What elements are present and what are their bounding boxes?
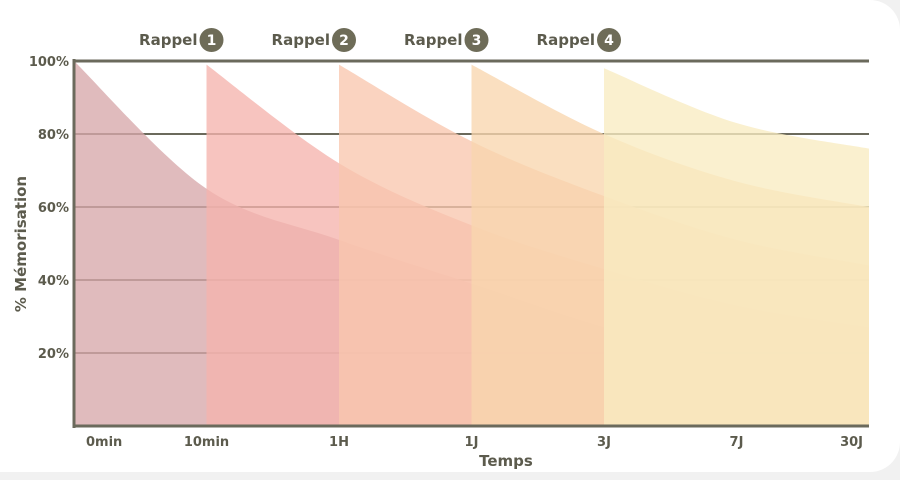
y-tick-label: 40% [38, 274, 69, 289]
rappel-labels: Rappel 1 Rappel 2 Rappel 3 Rappel 4 [139, 28, 621, 52]
x-tick-label: 30J [840, 435, 863, 450]
x-tick-label: 7J [730, 435, 744, 450]
rappel-label: Rappel [139, 31, 197, 49]
y-axis-title: % Mémorisation [12, 176, 30, 312]
rappel-number: 1 [207, 33, 217, 49]
rappel-marker: Rappel 3 [404, 28, 489, 52]
rappel-badge [332, 28, 356, 52]
x-tick-label: 3J [597, 435, 611, 450]
y-tick-label: 80% [38, 128, 69, 143]
tick-labels: 20% 40% 60% 80% 100% 0min 10min 1H 1J 3J 7J 30J [29, 55, 863, 450]
x-tick-label: 1J [465, 435, 479, 450]
series-area-5 [604, 68, 869, 427]
x-tick-label: 0min [86, 435, 122, 450]
rappel-marker: Rappel 4 [537, 28, 621, 52]
rappel-label: Rappel [272, 31, 330, 49]
rappel-number: 4 [604, 33, 614, 49]
rappel-badge [597, 28, 621, 52]
rappel-number: 2 [339, 33, 349, 49]
x-tick-label: 10min [184, 435, 229, 450]
series-areas [74, 61, 869, 427]
rappel-label: Rappel [537, 31, 595, 49]
rappel-badge [199, 28, 224, 52]
x-axis-title: Temps [479, 452, 533, 470]
rappel-badge [464, 28, 489, 52]
x-tick-label: 1H [329, 435, 349, 450]
y-tick-label: 20% [38, 347, 69, 362]
axes [72, 59, 869, 428]
y-tick-label: 60% [38, 201, 69, 216]
rappel-marker: Rappel 1 [139, 28, 224, 52]
rappel-number: 3 [472, 33, 482, 49]
y-tick-label: 100% [29, 55, 69, 70]
rappel-marker: Rappel 2 [272, 28, 356, 52]
rappel-label: Rappel [404, 31, 462, 49]
